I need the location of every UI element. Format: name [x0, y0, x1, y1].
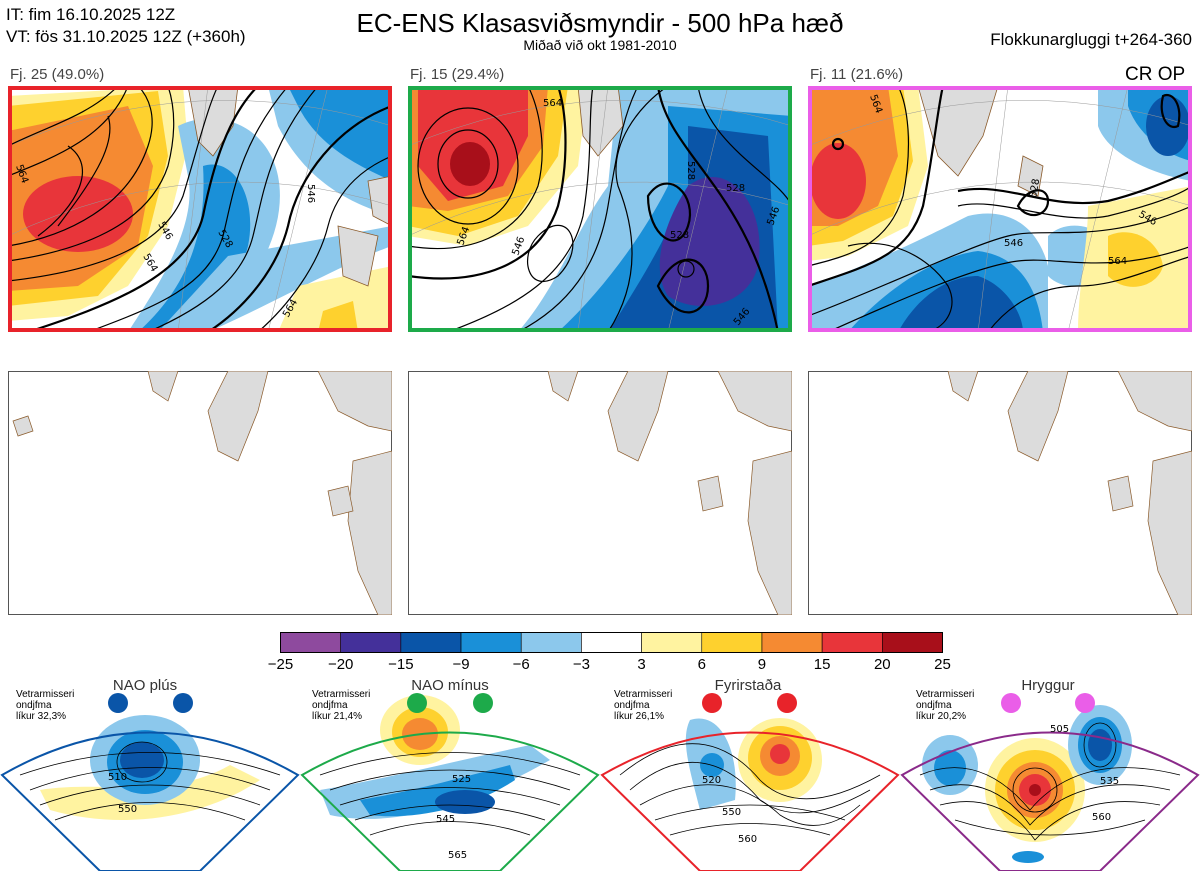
colorbar-swatch: [400, 632, 462, 653]
regime-1-frame: [0, 731, 300, 871]
colorbar-swatch: [641, 632, 703, 653]
regime-3-dot: [702, 693, 722, 713]
cluster-2-label: Fj. 15 (29.4%): [410, 66, 505, 83]
cluster-3-frame: [808, 86, 1192, 332]
colorbar-swatch: [520, 632, 582, 653]
regime-maps: 510 550 525 545 565: [0, 693, 1200, 871]
empty-map-3: [808, 371, 1192, 615]
empty-map-2: [408, 371, 792, 615]
colorbar-tick-label: −6: [512, 656, 530, 673]
contour-label: 510: [108, 772, 127, 783]
regime-4-info: Vetrarmisseri ondjfma líkur 20,2%: [916, 689, 975, 722]
cluster-1-frame: [8, 86, 392, 332]
header-times: IT: fim 16.10.2025 12Z VT: fös 31.10.202…: [6, 4, 246, 48]
colorbar-tick-label: 25: [934, 656, 951, 673]
cluster-window: Flokkunargluggi t+264-360: [990, 30, 1192, 49]
regime-4-frame: [900, 731, 1200, 871]
page-subtitle: Miðað við okt 1981-2010: [523, 37, 677, 53]
cluster-3-label: Fj. 11 (21.6%): [810, 66, 904, 83]
colorbar-swatch: [340, 632, 402, 653]
contour-label: 528: [670, 230, 689, 241]
colorbar-swatch: [761, 632, 823, 653]
cluster-2-frame: [408, 86, 792, 332]
regime-3-info: Vetrarmisseri ondjfma líkur 26,1%: [614, 689, 673, 722]
cluster-1-map: 564 546 528 564 546 564: [8, 86, 392, 332]
contour-label: 546: [305, 184, 316, 203]
regime-1-info: Vetrarmisseri ondjfma líkur 32,3%: [16, 689, 75, 722]
regime-3-frame: [600, 731, 900, 871]
colorbar-swatch: [581, 632, 642, 653]
init-time: IT: fim 16.10.2025 12Z: [6, 5, 176, 24]
regime-3-name: Fyrirstaða: [714, 677, 782, 694]
empty-map-1: [8, 371, 392, 615]
regime-4-dot: [1075, 693, 1095, 713]
colorbar-tick-label: 6: [697, 656, 706, 673]
colorbar-tick-label: 9: [757, 656, 767, 673]
colorbar-tick-label: 3: [637, 656, 646, 673]
contour-label: 545: [436, 814, 455, 825]
contour-label: 520: [702, 775, 721, 786]
colorbar-swatch: [821, 632, 883, 653]
contour-label: 535: [1100, 776, 1119, 787]
contour-label: 546: [1004, 238, 1023, 249]
regime-2-dot: [407, 693, 427, 713]
regime-2-frame: [300, 731, 600, 871]
contour-label: 565: [448, 850, 467, 861]
regime-4-dot: [1001, 693, 1021, 713]
page-title: EC-ENS Klasasviðsmyndir - 500 hPa hæð: [356, 8, 844, 38]
contour-label: 525: [452, 774, 471, 785]
colorbar: [280, 632, 943, 653]
colorbar-tick-label: −25: [267, 656, 294, 673]
colorbar-tick-label: 20: [873, 656, 891, 673]
colorbar-tick-label: −20: [327, 656, 354, 673]
contour-label: 528: [1028, 178, 1042, 199]
regime-2-name: NAO mínus: [411, 677, 489, 694]
regime-1-dot: [173, 693, 193, 713]
regime-1-dot: [108, 693, 128, 713]
colorbar-swatch: [280, 632, 341, 653]
contour-label: 564: [1108, 256, 1127, 267]
regime-2-info: Vetrarmisseri ondjfma líkur 21,4%: [312, 689, 371, 722]
colorbar-swatch: [460, 632, 522, 653]
cluster-2-map: 564 528 528 528 546 564 546 546: [408, 86, 792, 332]
regime-3-dot: [777, 693, 797, 713]
colorbar-tick-label: −15: [388, 656, 414, 673]
colorbar-tick-label: −3: [572, 656, 590, 673]
regime-2-dot: [473, 693, 493, 713]
contour-label: 550: [722, 807, 741, 818]
contour-label: 528: [726, 183, 745, 194]
contour-label: 505: [1050, 724, 1069, 735]
crop-label: CR OP: [1125, 64, 1186, 85]
contour-label: 528: [685, 161, 696, 180]
contour-label: 550: [118, 804, 137, 815]
colorbar-swatch: [882, 632, 943, 653]
colorbar-tick-label: −9: [452, 656, 470, 673]
colorbar-tick-label: 15: [813, 656, 831, 673]
valid-time: VT: fös 31.10.2025 12Z (+360h): [6, 27, 246, 46]
contour-label: 560: [1092, 812, 1111, 823]
contour-label: 560: [738, 834, 757, 845]
regime-4-name: Hryggur: [1021, 677, 1075, 694]
colorbar-swatch: [701, 632, 763, 653]
cluster-1-label: Fj. 25 (49.0%): [10, 66, 105, 83]
cluster-3-map: 564 528 546 564 546: [808, 86, 1192, 332]
contour-label: 564: [543, 98, 562, 109]
regime-1-name: NAO plús: [112, 677, 178, 694]
